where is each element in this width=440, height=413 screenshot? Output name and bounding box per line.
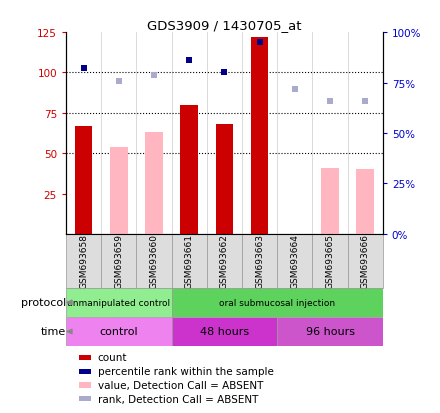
Text: GSM693660: GSM693660 — [150, 234, 158, 289]
Bar — [242, 234, 277, 288]
Text: time: time — [41, 327, 66, 337]
Bar — [277, 317, 383, 346]
Bar — [321, 169, 339, 234]
Bar — [75, 126, 92, 234]
Text: unmanipulated control: unmanipulated control — [67, 298, 170, 307]
Text: percentile rank within the sample: percentile rank within the sample — [98, 366, 274, 376]
Bar — [312, 234, 348, 288]
Title: GDS3909 / 1430705_at: GDS3909 / 1430705_at — [147, 19, 302, 32]
Bar — [348, 234, 383, 288]
Bar — [66, 288, 172, 317]
Bar — [136, 234, 172, 288]
Text: GSM693663: GSM693663 — [255, 234, 264, 289]
Text: 48 hours: 48 hours — [200, 327, 249, 337]
Bar — [277, 234, 312, 288]
Text: rank, Detection Call = ABSENT: rank, Detection Call = ABSENT — [98, 394, 258, 404]
Bar — [251, 38, 268, 234]
Text: count: count — [98, 353, 127, 363]
Bar — [356, 170, 374, 234]
Text: control: control — [99, 327, 138, 337]
Text: GSM693662: GSM693662 — [220, 234, 229, 289]
Bar — [101, 234, 136, 288]
Text: GSM693665: GSM693665 — [326, 234, 334, 289]
Text: GSM693658: GSM693658 — [79, 234, 88, 289]
Bar — [66, 234, 101, 288]
Text: GSM693659: GSM693659 — [114, 234, 123, 289]
Bar — [79, 382, 92, 387]
Bar — [66, 317, 172, 346]
Bar — [79, 355, 92, 360]
Bar — [172, 234, 207, 288]
Bar — [79, 369, 92, 374]
Bar — [216, 125, 233, 234]
Text: 96 hours: 96 hours — [305, 327, 355, 337]
Text: GSM693664: GSM693664 — [290, 234, 299, 289]
Bar — [145, 133, 163, 234]
Bar — [172, 317, 277, 346]
Text: GSM693661: GSM693661 — [185, 234, 194, 289]
Bar — [207, 234, 242, 288]
Bar — [79, 396, 92, 401]
Text: GSM693666: GSM693666 — [361, 234, 370, 289]
Bar — [110, 147, 128, 234]
Text: value, Detection Call = ABSENT: value, Detection Call = ABSENT — [98, 380, 263, 390]
Bar — [172, 288, 383, 317]
Bar — [180, 106, 198, 234]
Text: oral submucosal injection: oral submucosal injection — [219, 298, 335, 307]
Text: protocol: protocol — [21, 298, 66, 308]
